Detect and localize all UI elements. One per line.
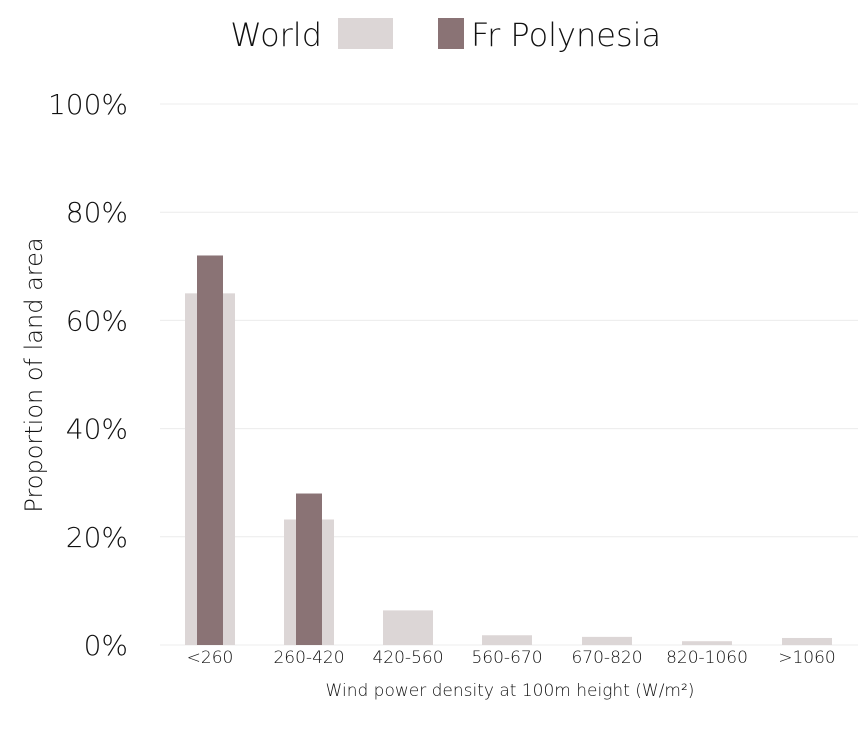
y-axis-ticks: 0% 20% 40% 60% 80% 100%: [48, 88, 128, 662]
bar-world: [682, 641, 732, 645]
bars: [185, 255, 832, 646]
y-tick-label: 60%: [66, 304, 128, 337]
y-tick-label: 100%: [48, 88, 128, 121]
legend-label-fr-polynesia: Fr Polynesia: [471, 16, 661, 54]
x-tick-label: 260-420: [273, 648, 344, 668]
x-tick-label: 560-670: [471, 648, 542, 668]
x-tick-label: 420-560: [372, 648, 443, 668]
bar-world: [782, 637, 832, 645]
bar-world: [482, 635, 532, 645]
x-axis-ticks: <260 260-420 420-560 560-670 670-820 820-1060…: [187, 648, 836, 668]
x-tick-label: >1060: [778, 648, 836, 668]
legend: World Fr Polynesia: [230, 16, 661, 54]
y-tick-label: 80%: [66, 196, 128, 229]
legend-swatch-world: [338, 18, 393, 49]
x-tick-label: <260: [187, 648, 234, 668]
gridlines: [160, 103, 858, 646]
x-tick-label: 670-820: [571, 648, 642, 668]
legend-label-world: World: [230, 16, 322, 54]
y-axis-title: Proportion of land area: [20, 237, 48, 512]
bar-fr-polynesia: [197, 255, 223, 646]
x-axis-title: Wind power density at 100m height (W/m²): [326, 681, 695, 701]
y-tick-label: 20%: [66, 521, 128, 554]
legend-swatch-fr-polynesia: [438, 18, 464, 49]
bar-world: [383, 610, 433, 645]
bar-fr-polynesia: [296, 493, 322, 645]
y-tick-label: 0%: [84, 629, 128, 662]
y-tick-label: 40%: [66, 413, 128, 446]
x-tick-label: 820-1060: [666, 648, 748, 668]
bar-world: [582, 636, 632, 645]
